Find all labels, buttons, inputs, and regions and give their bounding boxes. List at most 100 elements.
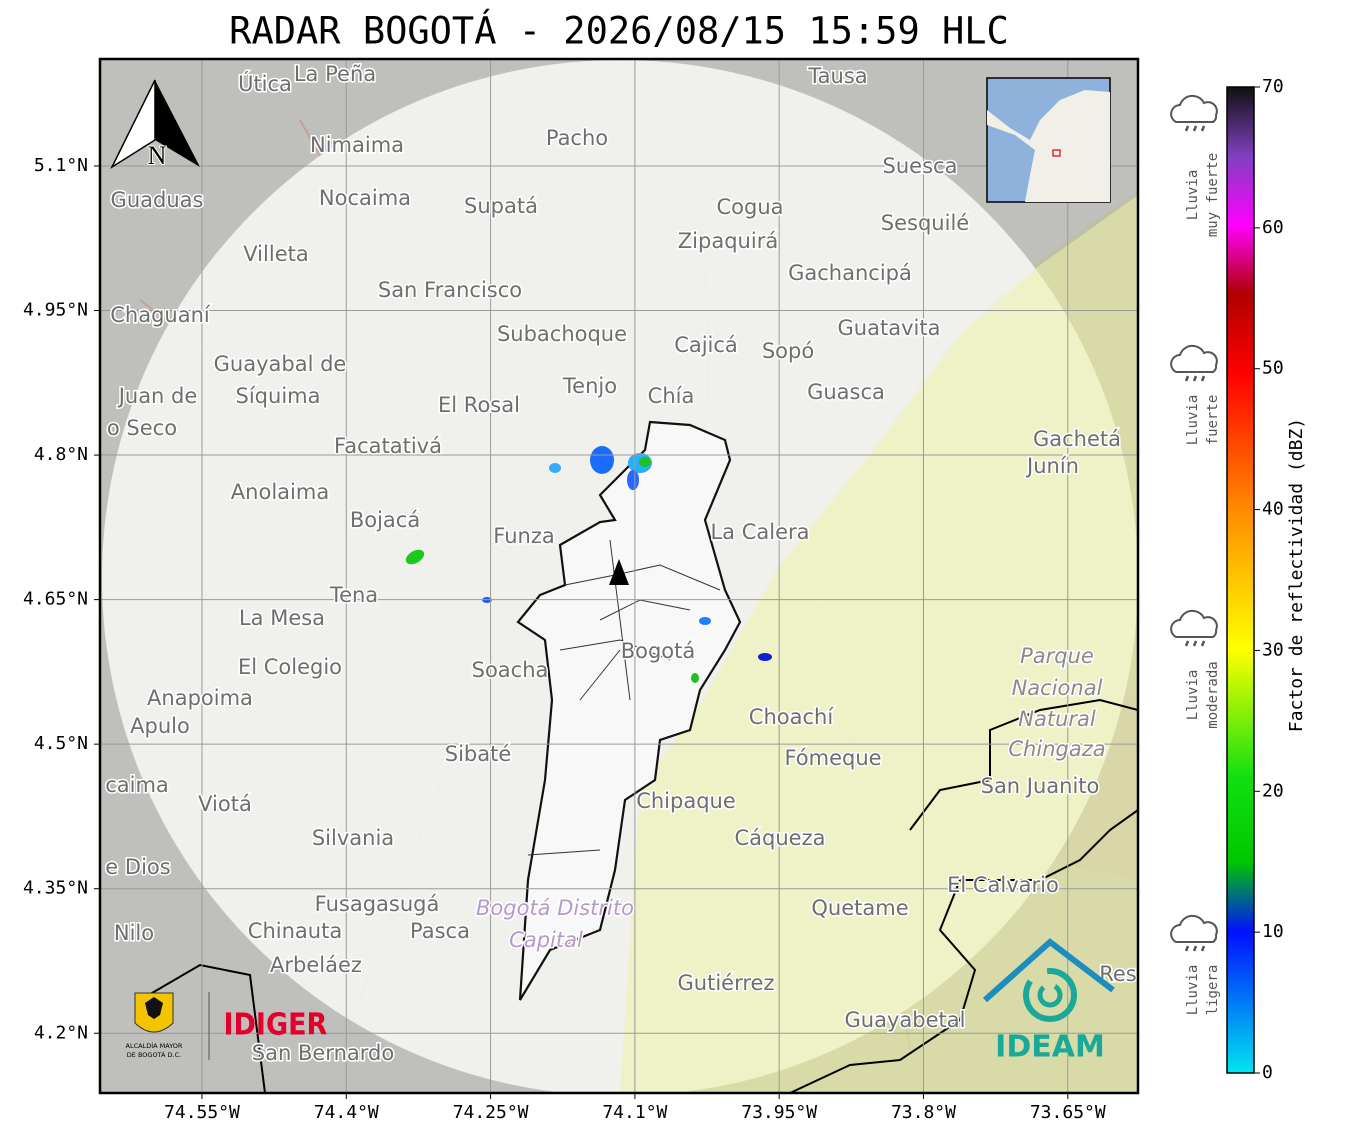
cloud-icon [1170,609,1218,638]
place-label: Facatativá [334,434,442,458]
place-label: Guaduas [111,188,204,212]
logo-alcaldia: ALCALDÍA MAYOR DE BOGOTÁ D.C. [126,992,210,1060]
colorbar-tick-label: 50 [1262,358,1284,379]
eagle [145,997,163,1019]
place-label: Subachoque [497,322,627,346]
cloud-icon [1170,914,1218,943]
map-frame [98,57,1140,1095]
place-label: Villeta [243,242,308,266]
ideam-roof [983,938,1115,1003]
title: RADAR BOGOTÁ - 2026/08/15 15:59 HLC [229,9,1009,53]
rain-drops [1184,375,1206,382]
place-label: Tenjo [562,374,617,398]
place-label: Gachancipá [788,261,912,285]
colorbar-tick-label: 20 [1262,780,1284,801]
echo [758,653,772,661]
cloud-icon [1170,344,1218,373]
place-label: Pasca [410,919,470,943]
place-label: Tausa [807,64,867,88]
place-label: Sesquilé [881,211,969,235]
place-label: Gutiérrez [678,971,775,995]
place-label: San Francisco [378,278,522,302]
place-label: Fómeque [784,746,881,770]
axes: 74.55°W 74.4°W 74.25°W 74.1°W 73.95°W 73.8°W 7… [23,155,1106,1123]
echo [405,549,425,565]
lon-tick-label: 74.55°W [164,1102,240,1123]
place-label: El Rosal [438,393,520,417]
place-label: Junín [1025,454,1079,478]
category-label: ligera [1205,965,1221,1016]
area-label: Chingaza [1008,737,1105,761]
colorbar-tick-label: 60 [1262,217,1284,238]
colorbar-tick-label: 10 [1262,921,1284,942]
grid [100,59,1138,1093]
area-label: Natural [1018,707,1096,731]
category-label: moderada [1205,661,1221,728]
lat-tick-label: 4.5°N [34,733,88,754]
place-label: Juan de [117,384,198,408]
colorbar-label: Factor de reflectividad (dBZ) [1286,418,1307,732]
lon-tick-label: 73.8°W [891,1102,956,1123]
place-label: Cáqueza [735,826,826,850]
place-label: Guayabetal [845,1008,966,1032]
category-label: Lluvia [1185,670,1201,721]
lat-tick-label: 4.65°N [23,589,88,610]
category-label: Lluvia [1185,395,1201,446]
area-label: Parque [1020,644,1094,668]
place-label: Suesca [883,154,958,178]
inset-land [987,90,1110,202]
lat-tick-label: 4.35°N [23,878,88,899]
place-label: Anapoima [147,686,253,710]
radar-echoes [405,446,772,683]
alcaldia-line2: DE BOGOTÁ D.C. [127,1050,181,1059]
map: Útica La Peña Tausa Pacho Nimaima Suesca Guadu… [100,59,1138,1093]
place-label: Pacho [546,126,608,150]
place-label: La Peña [294,62,376,86]
north-label: N [148,141,167,170]
colorbar [1226,86,1255,1074]
colorbar-tick-label: 30 [1262,639,1284,660]
inset-map [986,77,1111,203]
place-label: Silvania [312,826,394,850]
north-arrow: N [110,79,200,171]
area-label: Nacional [1012,676,1103,700]
category-label: Lluvia [1185,170,1201,221]
north-arrow-right [155,80,200,167]
colorbar-tick-label: 70 [1262,76,1284,97]
category-label: muy fuerte [1205,153,1221,237]
place-label: Guatavita [838,316,941,340]
place-label: Zipaquirá [678,229,778,253]
place-label: Funza [493,524,554,548]
place-label: Síquima [236,384,321,408]
colorbar-tick-label: 40 [1262,499,1284,520]
place-label: Apulo [130,714,190,738]
lon-tick-label: 74.1°W [602,1102,667,1123]
place-label: Nilo [114,921,154,945]
place-label: Cogua [716,195,783,219]
lat-tick-label: 5.1°N [34,155,88,176]
place-label: Nimaima [310,133,404,157]
place-label: La Mesa [239,606,325,630]
place-label: Fusagasugá [315,892,440,916]
lon-tick-label: 73.65°W [1030,1102,1106,1123]
place-label: El Calvario [947,873,1059,897]
place-label: Guasca [807,380,885,404]
place-label: Quetame [811,896,908,920]
place-label: caima [105,773,169,797]
place-label: San Juanito [981,774,1100,798]
lat-tick-label: 4.8°N [34,444,88,465]
place-label: Chía [648,384,695,408]
logo-ideam: IDEAM [983,938,1115,1065]
logo-idiger: IDIGER [223,1007,327,1042]
colorbar-axis: 0 10 20 30 40 50 60 70 [1254,76,1284,1083]
department-borders [139,698,1138,1093]
inset-marker [1052,149,1061,157]
alcaldia-line1: ALCALDÍA MAYOR [126,1041,183,1050]
place-label: Anolaima [231,480,329,504]
logo-ideam-text: IDEAM [995,1030,1105,1065]
lat-tick-label: 4.95°N [23,300,88,321]
echo [590,446,614,474]
echo [639,457,651,467]
ideam-swirl [1023,968,1077,1022]
